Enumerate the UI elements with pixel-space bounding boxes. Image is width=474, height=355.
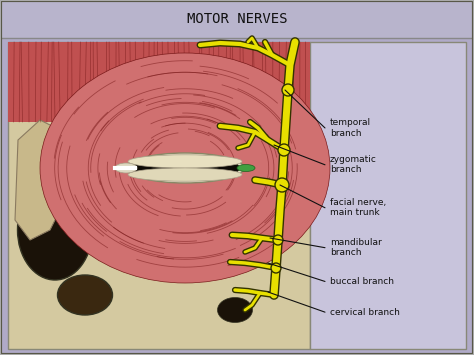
Circle shape	[273, 235, 283, 245]
Text: buccal branch: buccal branch	[330, 277, 394, 286]
Ellipse shape	[237, 164, 255, 171]
Ellipse shape	[130, 157, 240, 179]
Ellipse shape	[145, 136, 226, 201]
Ellipse shape	[18, 180, 92, 280]
Ellipse shape	[164, 151, 207, 186]
Ellipse shape	[218, 297, 253, 322]
Circle shape	[282, 84, 294, 96]
Ellipse shape	[57, 275, 112, 315]
Ellipse shape	[88, 91, 283, 246]
Ellipse shape	[126, 120, 245, 215]
Ellipse shape	[126, 153, 244, 183]
Ellipse shape	[97, 98, 273, 238]
Ellipse shape	[115, 163, 137, 173]
Ellipse shape	[135, 128, 235, 208]
Circle shape	[271, 263, 281, 273]
Ellipse shape	[128, 168, 242, 181]
Bar	[0, 0, 474, 38]
Circle shape	[278, 144, 290, 156]
Text: mandibular
branch: mandibular branch	[330, 238, 382, 257]
Ellipse shape	[69, 76, 301, 261]
Circle shape	[275, 178, 289, 192]
Ellipse shape	[116, 113, 254, 223]
Text: temporal
branch: temporal branch	[330, 118, 371, 138]
Text: facial nerve,
main trunk: facial nerve, main trunk	[330, 198, 386, 218]
Polygon shape	[15, 120, 70, 240]
Ellipse shape	[59, 68, 311, 268]
Text: zygomatic
branch: zygomatic branch	[330, 155, 377, 175]
Bar	[8, 42, 310, 122]
Ellipse shape	[49, 60, 320, 275]
Text: cervical branch: cervical branch	[330, 308, 400, 317]
Ellipse shape	[107, 105, 264, 230]
Ellipse shape	[40, 53, 330, 283]
Ellipse shape	[154, 143, 216, 193]
Bar	[310, 42, 466, 349]
Text: MOTOR NERVES: MOTOR NERVES	[187, 12, 287, 26]
Bar	[8, 42, 310, 349]
Ellipse shape	[128, 155, 242, 168]
Ellipse shape	[78, 83, 292, 253]
